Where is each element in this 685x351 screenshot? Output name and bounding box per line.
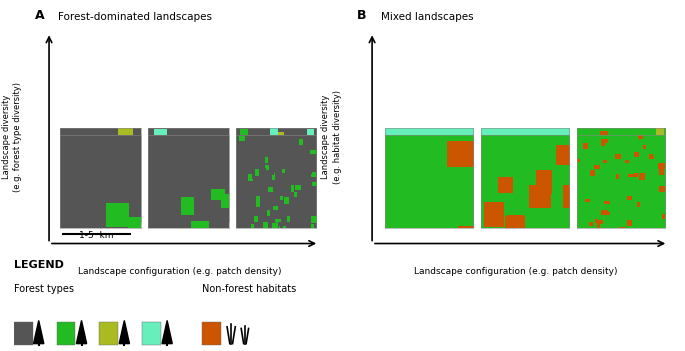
- Text: LEGEND: LEGEND: [14, 260, 64, 270]
- Text: A: A: [35, 8, 45, 21]
- Polygon shape: [76, 320, 86, 344]
- Polygon shape: [162, 320, 172, 344]
- Text: Forest-dominated landscapes: Forest-dominated landscapes: [58, 12, 212, 21]
- Bar: [99, 322, 118, 345]
- Polygon shape: [34, 320, 44, 344]
- Bar: [142, 322, 161, 345]
- Text: Landscape configuration (e.g. patch density): Landscape configuration (e.g. patch dens…: [414, 267, 617, 277]
- Text: Non-forest habitats: Non-forest habitats: [202, 284, 297, 293]
- Bar: [14, 322, 33, 345]
- Text: 1-5  km: 1-5 km: [79, 231, 114, 240]
- Text: Landscape configuration (e.g. patch density): Landscape configuration (e.g. patch dens…: [78, 267, 282, 277]
- Polygon shape: [119, 320, 129, 344]
- Text: B: B: [356, 8, 366, 21]
- Bar: [202, 322, 221, 345]
- Bar: [56, 322, 75, 345]
- Text: Landscape diversity
(e.g. forest type diversity): Landscape diversity (e.g. forest type di…: [1, 82, 23, 192]
- Text: Landscape diversity
(e.g. habitat diversity): Landscape diversity (e.g. habitat divers…: [321, 90, 342, 184]
- Text: Mixed landscapes: Mixed landscapes: [382, 12, 474, 21]
- Text: Forest types: Forest types: [14, 284, 74, 293]
